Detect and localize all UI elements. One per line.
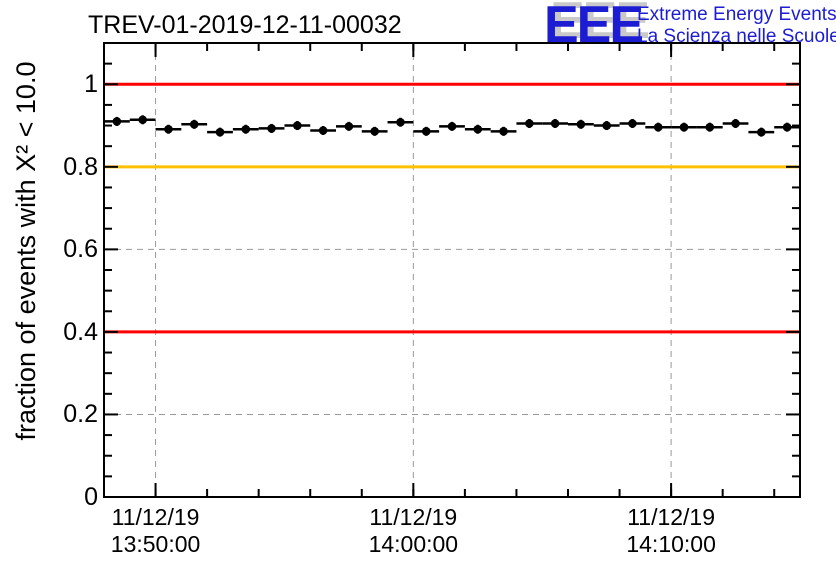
eee-logo-text: Extreme Energy Events La Scienza nelle S… (637, 4, 836, 48)
x-tick-label-date: 11/12/19 (111, 504, 200, 530)
data-point (164, 124, 173, 134)
data-point (473, 124, 483, 134)
data-point (679, 122, 689, 132)
chart-title: TREV-01-2019-12-11-00032 (88, 11, 402, 39)
x-tick-label-time: 14:00:00 (368, 531, 459, 557)
data-point (421, 127, 431, 136)
data-point (782, 122, 792, 132)
data-point (550, 119, 560, 128)
y-tick-label: 0.8 (63, 152, 98, 181)
x-tick-label: 11/12/19 13:50:00 (91, 504, 221, 558)
y-tick-label: 0.4 (63, 317, 98, 346)
eee-logo-line1: Extreme Energy Events (637, 4, 836, 25)
data-point (731, 119, 740, 128)
data-point (293, 121, 302, 130)
data-point (370, 127, 379, 136)
data-point (189, 120, 199, 129)
x-tick-label-date: 11/12/19 (627, 504, 716, 530)
data-point (653, 122, 663, 132)
data-point (525, 119, 534, 128)
x-tick-label: 11/12/19 14:10:00 (606, 504, 736, 558)
data-point (705, 122, 715, 132)
data-point (241, 124, 251, 134)
x-tick-label-time: 14:10:00 (626, 531, 716, 557)
data-point (344, 122, 354, 131)
x-tick-label-date: 11/12/19 (369, 504, 458, 530)
data-point (628, 119, 637, 128)
data-point (396, 117, 405, 127)
data-point (318, 126, 328, 135)
data-point (215, 127, 225, 137)
eee-logo-line2: La Scienza nelle Scuole (637, 26, 836, 47)
y-tick-label: 0 (84, 483, 98, 511)
data-point (267, 124, 276, 133)
y-tick-label: 0.2 (63, 400, 98, 429)
data-point (138, 115, 147, 125)
data-point (499, 127, 508, 136)
y-tick-label: 0.6 (63, 235, 98, 264)
y-tick-label: 1 (84, 70, 98, 99)
x-tick-label-time: 13:50:00 (110, 531, 201, 557)
plot-frame (103, 42, 801, 498)
data-point (757, 127, 766, 137)
data-point (112, 117, 122, 126)
data-point (576, 120, 586, 129)
data-point (602, 121, 611, 130)
x-tick-label: 11/12/19 14:00:00 (348, 504, 478, 558)
data-point (447, 122, 457, 131)
